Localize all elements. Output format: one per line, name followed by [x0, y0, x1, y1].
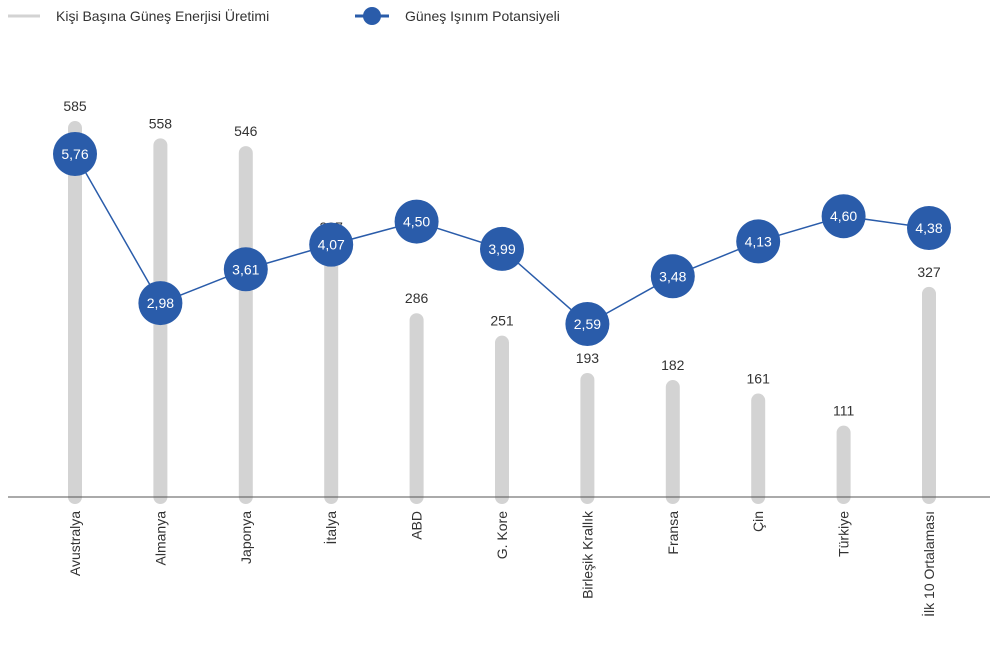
line-point: 3,48 — [650, 254, 695, 299]
bar-value-labels: 585558546397286251193182161111327 — [63, 98, 941, 419]
category-label: Birleşik Krallık — [579, 510, 595, 599]
bar-value-label: 193 — [576, 350, 600, 366]
line-point: 4,38 — [907, 206, 951, 251]
bar — [836, 425, 851, 504]
category-label: Almanya — [152, 511, 168, 566]
bar — [580, 372, 595, 504]
category-label: İtalya — [322, 511, 339, 545]
line-point: 5,76 — [53, 132, 97, 176]
line-value-label: 4,50 — [403, 214, 430, 230]
line-marker — [907, 206, 951, 251]
line-point: 2,98 — [138, 281, 183, 326]
line-point: 3,99 — [480, 226, 524, 271]
line-value-label: 4,60 — [830, 208, 857, 224]
bar — [238, 146, 253, 504]
bar-value-label: 251 — [490, 313, 514, 329]
line-marker — [309, 222, 354, 267]
bar — [409, 313, 424, 504]
category-label: Avustralya — [67, 511, 83, 576]
category-label: İlk 10 Ortalaması — [920, 511, 937, 617]
line-value-label: 5,76 — [61, 146, 88, 162]
legend-line-marker — [363, 7, 381, 25]
bar — [68, 121, 82, 504]
line-marker — [565, 302, 610, 346]
bar — [324, 241, 339, 505]
bar-value-label: 161 — [747, 371, 771, 387]
category-label: Japonya — [238, 511, 254, 564]
line-marker — [821, 194, 866, 239]
bar — [665, 380, 680, 504]
bar — [495, 335, 509, 504]
line-value-label: 4,13 — [745, 233, 772, 249]
line-value-label: 3,99 — [488, 241, 515, 257]
line-value-label: 4,07 — [318, 237, 345, 253]
category-label: ABD — [409, 511, 425, 540]
line-value-label: 2,98 — [147, 295, 174, 311]
bar-value-label: 327 — [917, 264, 941, 280]
category-labels: Avustralya Almanya Japonya İtalya ABD G. Kore… — [67, 510, 937, 617]
bar — [922, 286, 936, 504]
line-point: 4,13 — [736, 219, 781, 264]
bar-value-label: 558 — [149, 115, 173, 131]
bar-value-label: 111 — [833, 403, 854, 419]
line-point: 4,50 — [394, 199, 439, 244]
category-label: Türkiye — [836, 511, 852, 557]
line-point: 4,07 — [309, 222, 354, 267]
line-marker — [480, 226, 524, 271]
legend: Kişi Başına Güneş Enerjisi Üretimi Güneş… — [8, 7, 560, 25]
line-value-label: 3,61 — [232, 261, 259, 277]
line-point: 3,61 — [223, 247, 268, 292]
line-marker — [650, 254, 695, 299]
bar-series — [68, 121, 936, 505]
line-value-label: 4,38 — [915, 220, 942, 236]
line-value-label: 2,59 — [574, 316, 601, 332]
category-label: Fransa — [665, 511, 681, 555]
category-label: G. Kore — [494, 511, 510, 559]
bar-value-label: 585 — [63, 98, 87, 114]
line-marker — [53, 132, 97, 176]
category-label: Çin — [750, 511, 766, 532]
legend-line-label: Güneş Işınım Potansiyeli — [405, 8, 560, 24]
line-marker — [223, 247, 268, 292]
line-value-label: 3,48 — [659, 268, 686, 284]
bar-value-label: 546 — [234, 123, 258, 139]
legend-bar-label: Kişi Başına Güneş Enerjisi Üretimi — [56, 7, 269, 24]
line-marker — [138, 281, 183, 326]
bar-value-label: 182 — [661, 357, 685, 373]
line-marker — [736, 219, 781, 264]
bar-value-label: 286 — [405, 290, 429, 306]
line-point: 2,59 — [565, 302, 610, 346]
line-point: 4,60 — [821, 194, 866, 239]
line-marker — [394, 199, 439, 244]
line-points: 5,76 2,98 3,61 4,07 4,50 3,99 2,59 3,48 4,13 4,60… — [53, 132, 951, 346]
bar — [751, 393, 766, 504]
